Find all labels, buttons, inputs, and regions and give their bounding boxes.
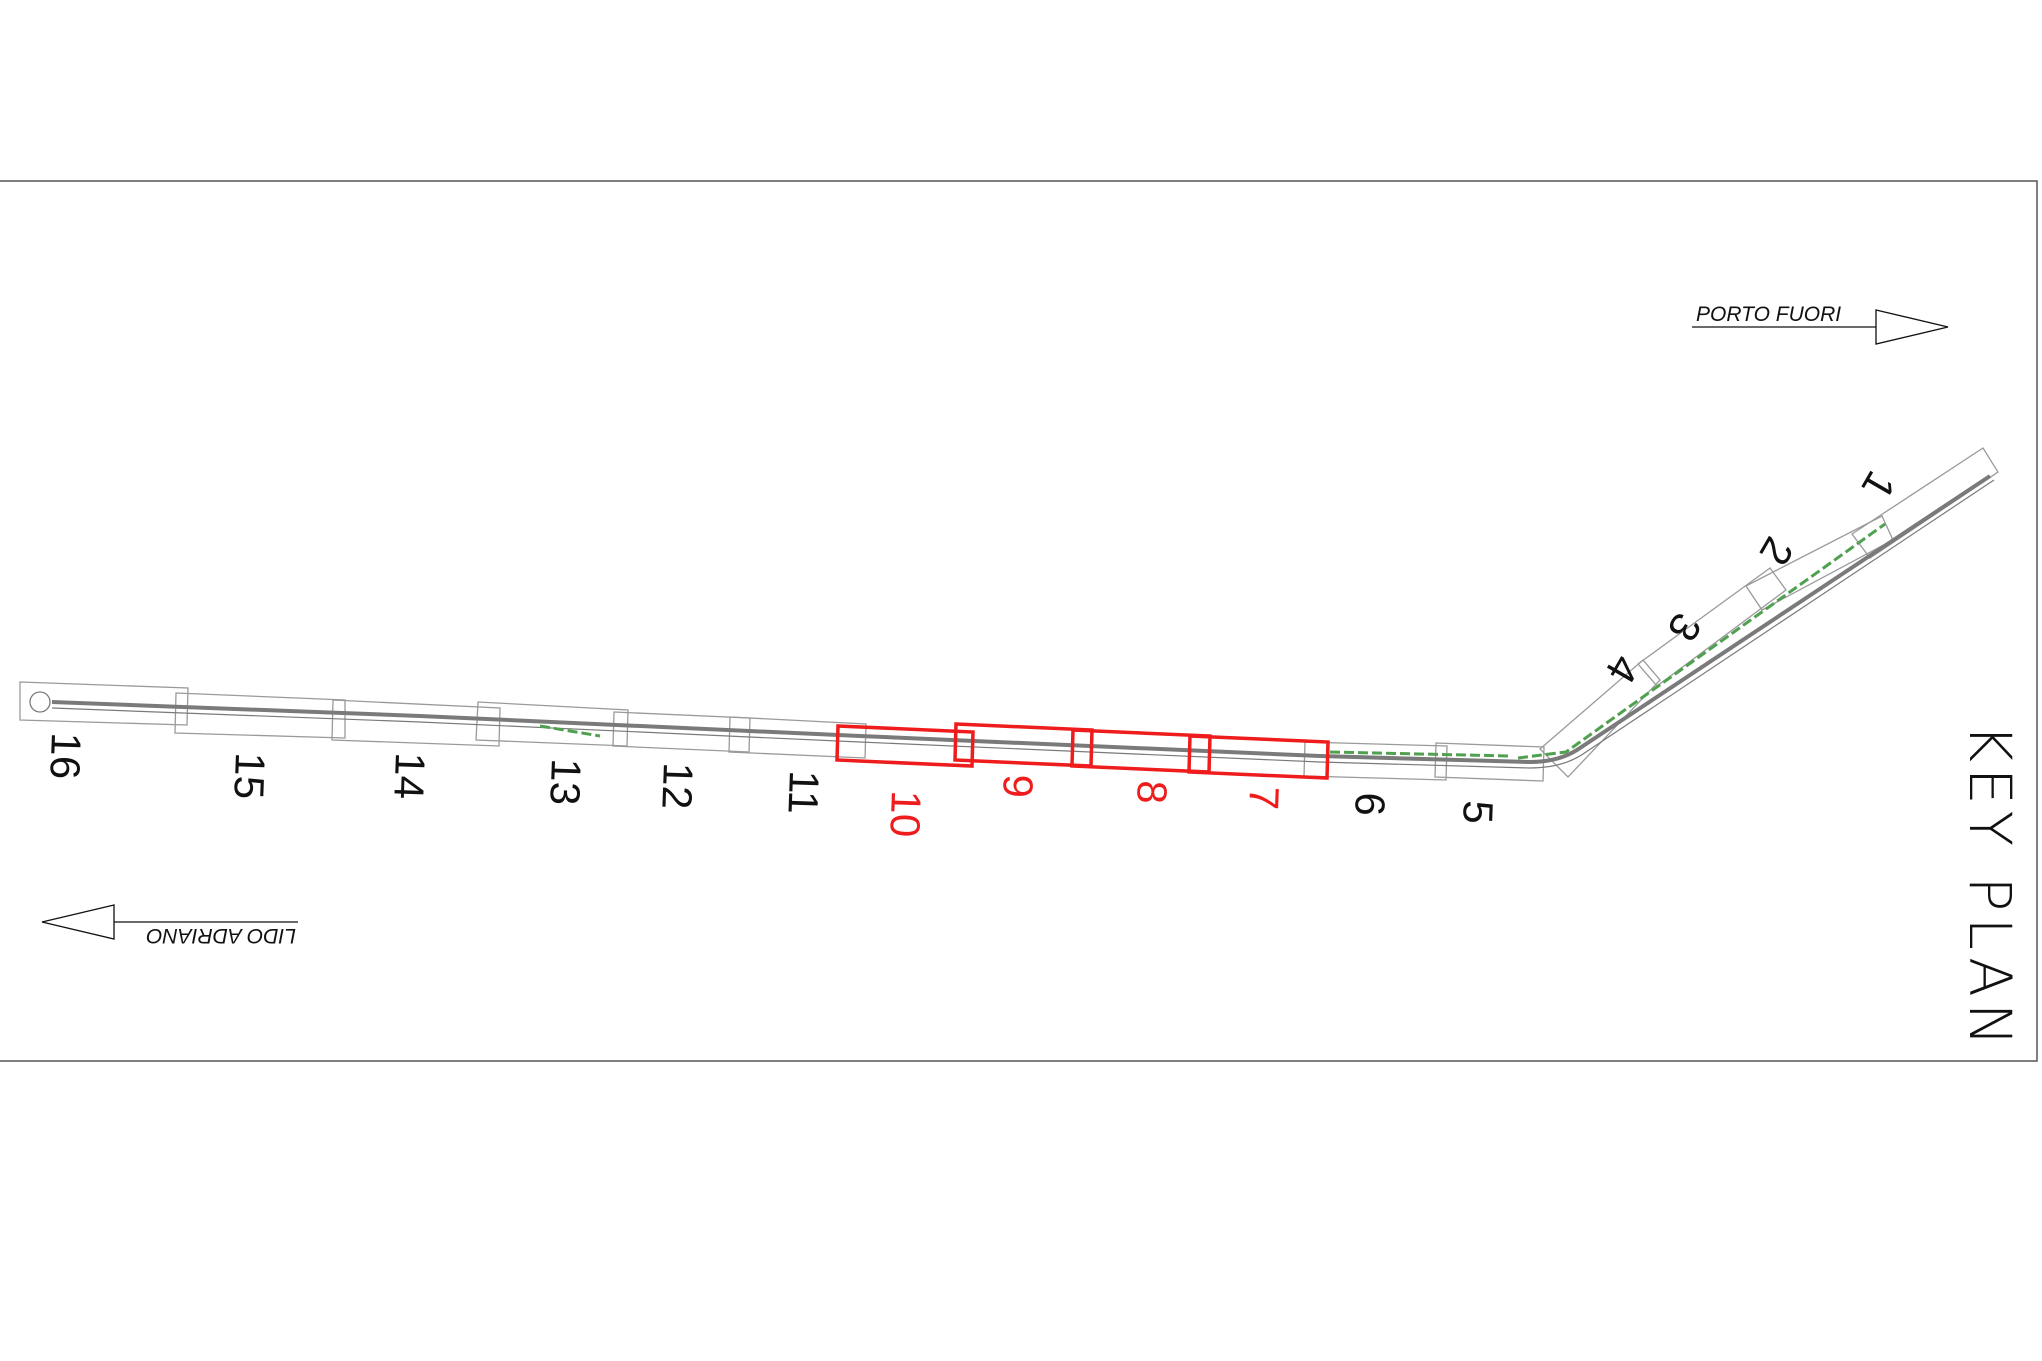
greenery-strip-diagonal: [1517, 522, 1886, 760]
sheet-label-12: 12: [653, 762, 702, 810]
sheet-box-9: [953, 722, 1094, 768]
sheet-box-10: [835, 724, 975, 768]
sheet-label-5: 5: [1454, 800, 1502, 825]
sheet-outline-15: [174, 692, 346, 739]
direction-lido-adriano: LIDO ADRIANO: [41, 904, 298, 947]
arrow-right-icon: [1875, 309, 1949, 345]
sheet-labels: 1 2 3 4 5 6 7 8 9 10 11 12 13 14 15 16: [41, 464, 1905, 839]
greenery-strip-13: [539, 724, 601, 738]
drawing-frame: [0, 180, 2038, 1062]
sheet-label-14: 14: [385, 752, 434, 800]
sheet-label-11: 11: [779, 770, 827, 815]
sheet-label-9: 9: [994, 774, 1042, 799]
sheet-label-1: 1: [1853, 464, 1905, 508]
sheet-outline-1: [1851, 447, 1999, 559]
sheet-label-10: 10: [881, 790, 930, 838]
sheet-outlines: [19, 447, 1999, 782]
plan-title: KEY PLAN: [1956, 724, 2024, 1052]
sheet-label-2: 2: [1751, 530, 1803, 574]
sheet-box-8: [1070, 728, 1212, 774]
sheet-outline-4: [1539, 659, 1661, 778]
direction-porto-fuori: PORTO FUORI: [1692, 303, 1949, 345]
greenery-strip-east: [1329, 750, 1511, 758]
direction-label-north: PORTO FUORI: [1696, 303, 1841, 326]
sheet-label-8: 8: [1128, 780, 1176, 805]
sheet-label-7: 7: [1240, 786, 1288, 811]
sheet-box-7: [1187, 734, 1330, 780]
arrow-left-icon: [41, 904, 115, 940]
highlighted-sheets: [835, 722, 1330, 780]
direction-label-south: LIDO ADRIANO: [146, 924, 296, 947]
sheet-outline-12: [612, 711, 751, 753]
route-terminal-circle: [29, 691, 51, 713]
sheet-label-4: 4: [1597, 648, 1649, 692]
sheet-outline-11: [728, 716, 867, 759]
sheet-label-16: 16: [41, 732, 90, 780]
sheet-label-6: 6: [1346, 792, 1394, 817]
sheet-outline-3: [1637, 567, 1787, 687]
sheet-label-13: 13: [541, 758, 590, 806]
greenery: [539, 522, 1886, 760]
sheet-outline-6: [1303, 741, 1448, 781]
sheet-outline-16: [19, 681, 189, 726]
sheet-label-15: 15: [225, 752, 274, 800]
sheet-outline-14: [331, 699, 501, 747]
